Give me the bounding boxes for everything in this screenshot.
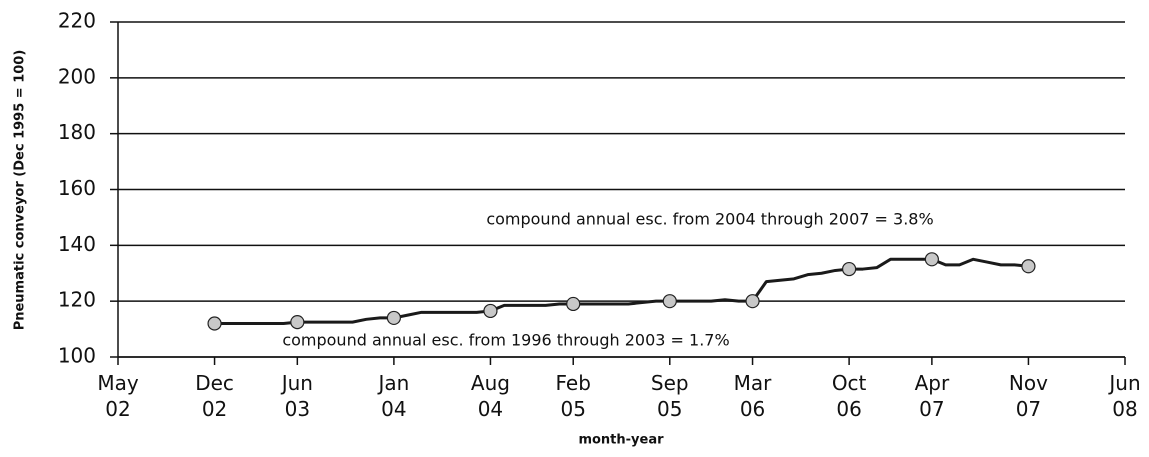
- x-tick-label: Sep 05: [650, 371, 689, 421]
- x-axis-label: month-year: [578, 433, 664, 448]
- marker: [566, 296, 581, 312]
- x-tick-label: Nov 07: [1008, 371, 1048, 421]
- y-tick-label: 120: [58, 288, 96, 312]
- x-tick-label: Dec 02: [195, 371, 234, 421]
- y-tick-label: 200: [58, 64, 96, 88]
- x-tick-label: Jan 04: [378, 371, 410, 421]
- y-tick-label: 140: [58, 232, 96, 256]
- line: [214, 257, 1029, 325]
- x-tick-label: Jun 03: [281, 371, 313, 421]
- marker: [207, 316, 222, 331]
- y-tick-label: 220: [58, 9, 96, 33]
- x-tick-label: Jun 08: [1109, 371, 1141, 421]
- marker: [386, 310, 401, 326]
- y-axis-label: Pneumatic conveyor (Dec 1995 = 100): [13, 50, 28, 331]
- marker: [924, 252, 939, 267]
- x-tick-label: Aug 04: [470, 371, 510, 421]
- marker: [662, 294, 677, 309]
- marker: [745, 294, 760, 309]
- x-tick-label: Apr 07: [914, 371, 950, 421]
- marker: [1021, 259, 1036, 274]
- marker: [483, 303, 498, 319]
- x-tick-label: Feb 05: [555, 371, 591, 421]
- x-tick-label: Mar 06: [733, 371, 772, 421]
- y-tick-label: 100: [58, 344, 96, 368]
- x-tick-label: Oct 06: [831, 371, 867, 421]
- marker: [290, 315, 305, 330]
- y-tick-label: 180: [58, 120, 96, 144]
- x-tick-label: May 02: [97, 371, 139, 421]
- y-tick-label: 160: [58, 176, 96, 200]
- marker: [842, 261, 857, 277]
- annotation: compound annual esc. from 1996 through 2…: [282, 331, 729, 350]
- annotation: compound annual esc. from 2004 through 2…: [486, 210, 933, 229]
